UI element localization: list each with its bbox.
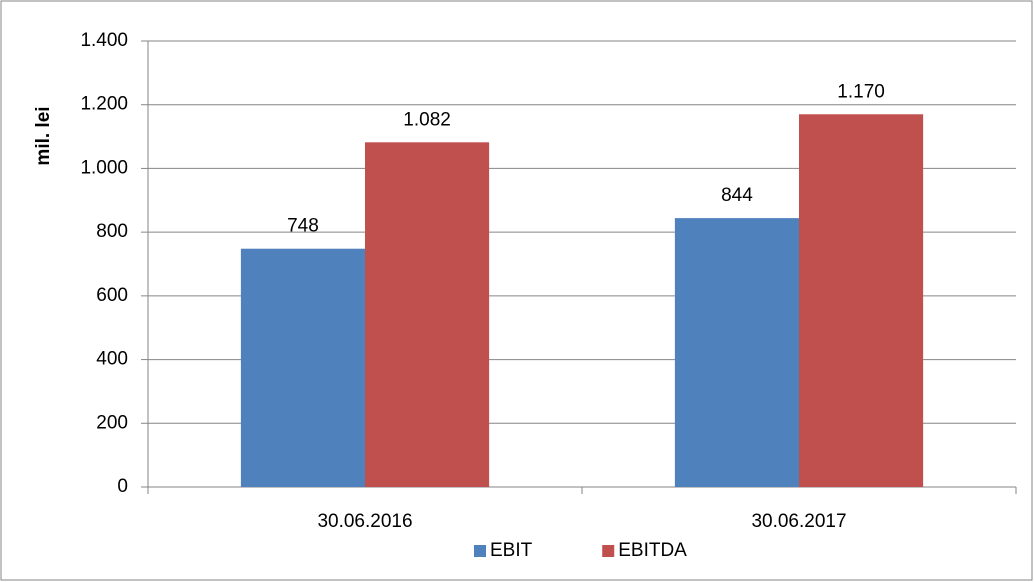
legend-swatch xyxy=(602,545,615,557)
y-tick-label: 1.200 xyxy=(80,94,128,115)
y-tick-label: 600 xyxy=(96,285,128,306)
value-label: 748 xyxy=(287,216,319,237)
y-axis-label: mil. lei xyxy=(33,106,54,165)
x-tick-label: 30.06.2017 xyxy=(751,511,846,532)
legend-swatch xyxy=(474,545,486,557)
bar xyxy=(674,218,799,487)
value-label: 1.170 xyxy=(837,81,885,102)
bar xyxy=(799,114,924,488)
y-tick-label: 400 xyxy=(96,349,128,370)
bar xyxy=(365,142,490,487)
y-tick-label: 0 xyxy=(117,476,128,497)
legend-label: EBIT xyxy=(490,540,533,561)
y-tick-label: 200 xyxy=(96,412,128,433)
bar xyxy=(240,248,365,487)
y-tick-label: 1.000 xyxy=(80,157,128,178)
y-tick-label: 1.400 xyxy=(80,30,128,51)
x-tick-label: 30.06.2016 xyxy=(317,511,412,532)
value-label: 844 xyxy=(721,185,753,206)
y-tick-label: 800 xyxy=(96,221,128,242)
legend-label: EBITDA xyxy=(618,540,687,561)
value-label: 1.082 xyxy=(403,109,451,130)
